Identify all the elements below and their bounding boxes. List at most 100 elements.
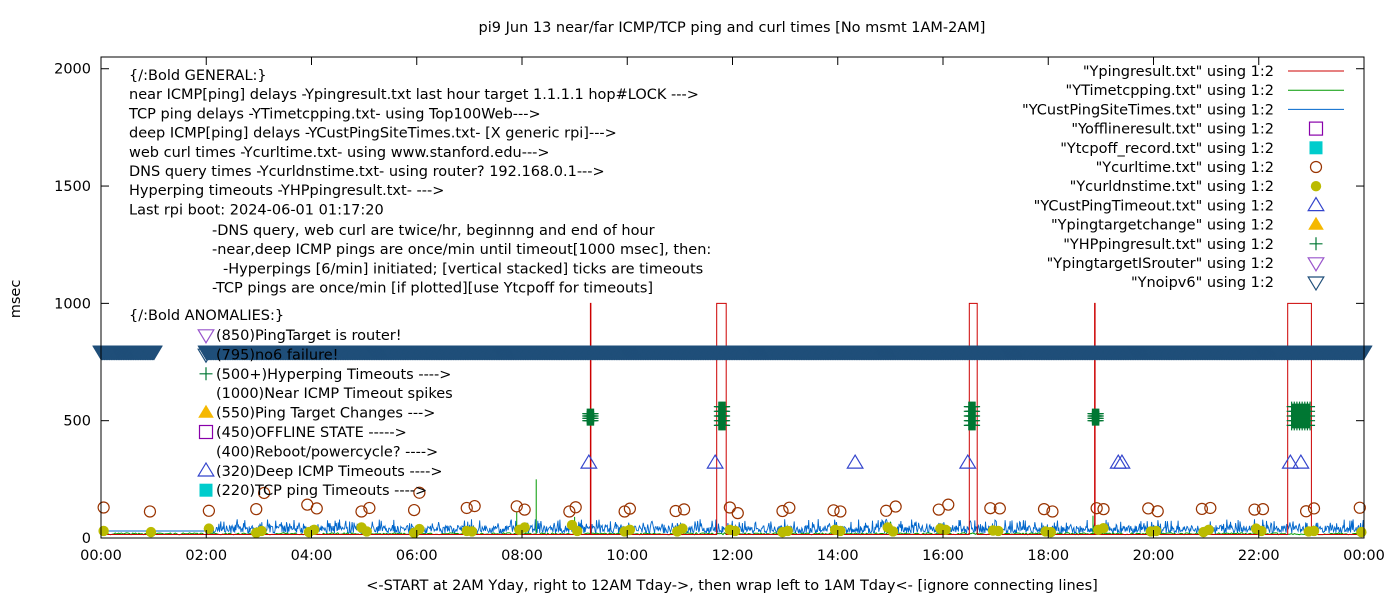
annotation-general-line: {/:Bold GENERAL:} [129,68,267,84]
y-tick-label: 2000 [54,62,91,78]
legend-label: "Ycurltime.txt" using 1:2 [1096,160,1274,176]
series-ycurltime-point [1037,503,1051,516]
series-ycurldnstime-point [887,526,899,537]
legend-label: "Ynoipv6" using 1:2 [1131,275,1274,291]
annotation-anomaly-label: (500+)Hyperping Timeouts ----> [216,367,451,383]
series-ycurltime-point [1046,505,1059,518]
legend-symbol-swatch [1308,216,1324,230]
series-ycurldnstime-point [203,523,215,534]
series-yhppingresult-bar [1092,410,1099,417]
series-ycustpingtimeout-point [706,453,724,469]
series-ycustpingtimeout-point [579,453,598,469]
legend-label: "YCustPingTimeout.txt" using 1:2 [1034,198,1274,214]
series-ycustpingsitetimes-line [101,518,1365,536]
legend-label: "Yofflineresult.txt" using 1:2 [1071,122,1274,138]
series-ycurltime-point [889,500,902,513]
series-ycurltime-point [355,505,368,518]
series-ycustpingtimeout-point [1291,453,1310,469]
legend-label: "Ycurldnstime.txt" using 1:2 [1070,179,1274,195]
series-yhppingresult-bar [1291,422,1311,429]
series-ycurldnstime-point [940,524,951,535]
series-ycurltime-point [468,499,481,513]
legend-label: "Ytcpoff_record.txt" using 1:2 [1060,141,1274,157]
series-ycurltime-point [407,503,421,517]
x-tick-label: 22:00 [1238,548,1280,564]
series-ycurltime-point [363,501,376,515]
series-yhppingresult-bar [1291,408,1311,415]
x-tick-label: 18:00 [1027,548,1069,564]
series-ycurltime-point [563,505,576,518]
series-ycurldnstime-point [1098,522,1109,534]
annotation-anomaly-label: (1000)Near ICMP Timeout spikes [216,386,453,402]
series-ycurldnstime-point [993,525,1004,537]
legend-label: "Ypingtargetchange" using 1:2 [1051,218,1274,234]
series-ycurldnstime-point [1356,526,1367,538]
series-ycurldnstime-point [1203,524,1214,535]
annotation-anomaly-label: (850)PingTarget is router! [216,328,402,344]
series-ycurldnstime-point [256,525,267,537]
y-tick-label: 1000 [54,296,91,312]
x-tick-label: 00:00 [1343,548,1385,564]
series-ycurldnstime-point [519,522,530,533]
series-ycurldnstime-point [361,526,372,537]
annotation-note-line: -TCP pings are once/min [if plotted][use… [212,281,653,297]
series-ycurldnstime-point [466,526,478,537]
series-yhppingresult-bar [1291,417,1311,424]
annotation-anomaly-symbol [197,348,215,364]
annotation-anomaly-symbol [198,424,214,440]
annotation-general-line: Hyperping timeouts -YHPpingresult.txt- -… [129,183,444,199]
series-ycurldnstime-point [1150,525,1162,537]
series-ycurltime-point [413,486,426,499]
series-ycurldnstime-point [145,526,157,538]
series-ycurltime-point [1204,501,1217,515]
series-ycurltime-point [250,503,263,516]
x-tick-label: 20:00 [1133,548,1175,564]
plot-area [92,302,1373,539]
annotation-anomaly-label: (450)OFFLINE STATE -----> [216,425,407,441]
legend-label: "YTimetcpping.txt" using 1:2 [1066,83,1274,99]
series-ycurldnstime-point [98,525,109,537]
legend-symbol-swatch [1307,276,1325,292]
series-ycurltime-point [623,502,637,515]
series-ycurldnstime-point [1256,525,1267,537]
legend: "Ypingresult.txt" using 1:2 "YTimetcpping… [1022,64,1344,291]
annotation-note-line: -Hyperpings [6/min] initiated; [vertical… [223,261,703,277]
annotation-note-line: -near,deep ICMP pings are once/min until… [212,242,711,258]
series-ycurltime-point [143,505,157,518]
annotation-anomaly-label: (400)Reboot/powercycle? ----> [216,444,438,460]
annotation-general-line: Last rpi boot: 2024-06-01 01:17:20 [129,202,384,218]
series-ynoipv6 [92,345,1373,361]
series-ycurltime-point [827,504,840,517]
chart-title: pi9 Jun 13 near/far ICMP/TCP ping and cu… [479,20,986,36]
legend-symbol-swatch [1310,181,1322,192]
series-ycustpingtimeout-point [846,453,864,469]
series-ycurldnstime-point [835,525,846,537]
series-ycurltime-point [1299,505,1313,518]
y-tick-label: 0 [82,531,91,547]
series-yhppingresult-bar [1291,403,1311,410]
y-tick-label: 500 [63,414,91,430]
series-ycurltime-point [569,501,582,514]
series-yhppingresult-bar [968,403,976,410]
series-yhppingresult [582,401,1316,431]
legend-symbol-swatch [1309,141,1323,155]
annotation-anomaly-label: (795)no6 failure! [216,347,339,363]
series-ycurldnstime-point [782,525,793,537]
legend-symbol-swatch [1309,237,1323,251]
series-ycurltime-point [1248,503,1261,516]
annotation-general-line: DNS query times -Ycurldnstime.txt- using… [129,164,605,180]
series-ycurltime-point [1097,503,1110,516]
series-ycurltime-point [776,504,789,518]
series-yhppingresult-bar [718,422,726,429]
series-yhppingresult-bar [718,408,726,415]
x-tick-label: 04:00 [291,548,333,564]
legend-label: "YHPpingresult.txt" using 1:2 [1063,237,1274,253]
x-tick-label: 10:00 [606,548,648,564]
series-ycurldnstime-point [414,523,425,535]
series-ycurltime-point [984,502,997,515]
series-ycurldnstime-point [1308,525,1320,537]
series-ycurldnstime-point [677,523,688,534]
series-ycurltime-point [669,504,682,518]
x-tick-label: 02:00 [185,548,227,564]
